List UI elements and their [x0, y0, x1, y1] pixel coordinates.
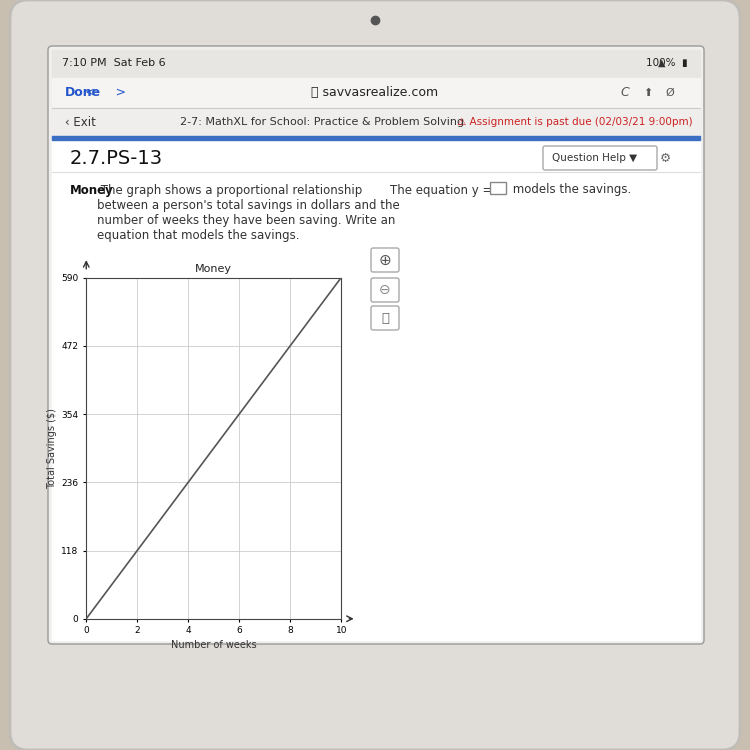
- Y-axis label: Total Savings ($): Total Savings ($): [47, 408, 57, 488]
- Text: The equation y =: The equation y =: [390, 184, 496, 197]
- Text: 2-7: MathXL for School: Practice & Problem Solving: 2-7: MathXL for School: Practice & Probl…: [180, 117, 464, 127]
- Bar: [52, 78, 700, 108]
- Text: ⊖: ⊖: [380, 283, 391, 297]
- FancyBboxPatch shape: [371, 248, 399, 272]
- Text: C: C: [620, 86, 628, 100]
- FancyBboxPatch shape: [543, 146, 657, 170]
- Text: ⚠ Assignment is past due (02/03/21 9:00pm): ⚠ Assignment is past due (02/03/21 9:00p…: [458, 117, 693, 127]
- Text: Question Help ▼: Question Help ▼: [553, 153, 638, 163]
- Text: <     >: < >: [85, 86, 126, 100]
- Text: models the savings.: models the savings.: [509, 182, 632, 196]
- Bar: [52, 140, 700, 640]
- X-axis label: Number of weeks: Number of weeks: [171, 640, 256, 650]
- Text: 100%  ▮: 100% ▮: [646, 58, 688, 68]
- Bar: [52, 136, 700, 140]
- FancyBboxPatch shape: [371, 278, 399, 302]
- Text: Money: Money: [70, 184, 114, 197]
- Text: ‹ Exit: ‹ Exit: [65, 116, 96, 128]
- Text: 2.7.PS-13: 2.7.PS-13: [70, 148, 164, 167]
- Bar: [52, 50, 700, 78]
- Text: Done: Done: [65, 86, 101, 100]
- Text: Ø: Ø: [665, 88, 674, 98]
- Text: ⬆: ⬆: [643, 88, 652, 98]
- Text: ⊕: ⊕: [379, 253, 392, 268]
- Title: Money: Money: [195, 264, 232, 274]
- Text: ⧉: ⧉: [381, 311, 389, 325]
- Text: ⚙: ⚙: [660, 152, 671, 164]
- Bar: [490, 182, 506, 194]
- Bar: [52, 108, 700, 136]
- Text: 7:10 PM  Sat Feb 6: 7:10 PM Sat Feb 6: [62, 58, 166, 68]
- Text: ▲: ▲: [658, 58, 665, 68]
- Text: 🔒 savvasrealize.com: 🔒 savvasrealize.com: [311, 86, 439, 100]
- FancyBboxPatch shape: [48, 46, 704, 644]
- Text: The graph shows a proportional relationship
between a person's total savings in : The graph shows a proportional relations…: [97, 184, 400, 242]
- FancyBboxPatch shape: [10, 0, 740, 750]
- FancyBboxPatch shape: [371, 306, 399, 330]
